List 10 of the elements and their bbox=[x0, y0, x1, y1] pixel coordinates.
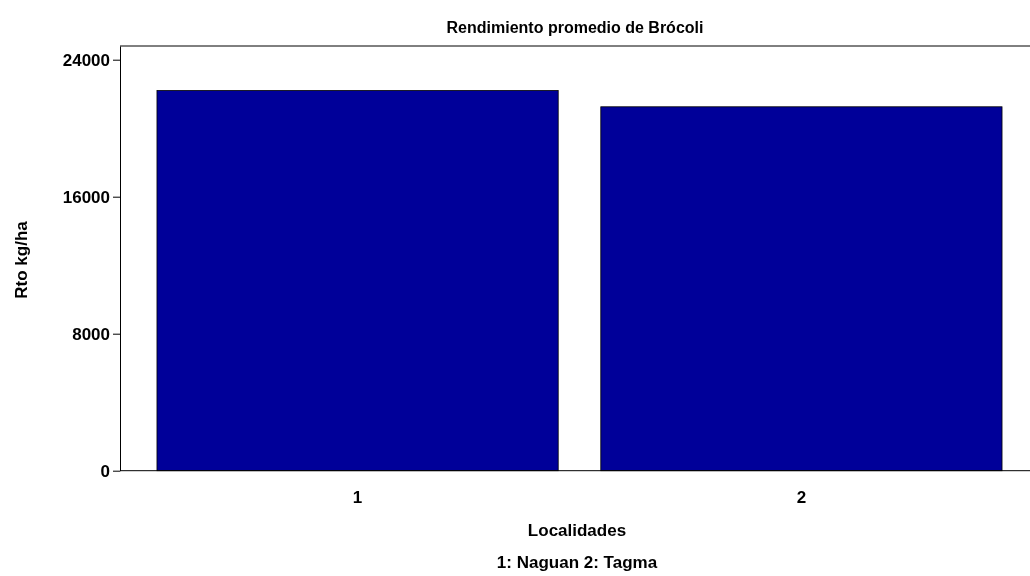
x-tick-label: 1 bbox=[352, 487, 363, 507]
y-tick-label: 0 bbox=[100, 461, 110, 481]
y-tick-label: 16000 bbox=[62, 187, 110, 207]
y-axis-title: Rto kg/ha bbox=[12, 220, 31, 299]
x-tick-label: 2 bbox=[796, 487, 807, 507]
chart-title: Rendimiento promedio de Brócoli bbox=[446, 19, 704, 36]
x-axis-title: Localidades bbox=[527, 521, 627, 540]
text: 1: Naguan 2: Tagma bbox=[496, 553, 658, 572]
y-tick-label: 24000 bbox=[62, 50, 110, 70]
y-tick-label: 8000 bbox=[72, 324, 110, 344]
